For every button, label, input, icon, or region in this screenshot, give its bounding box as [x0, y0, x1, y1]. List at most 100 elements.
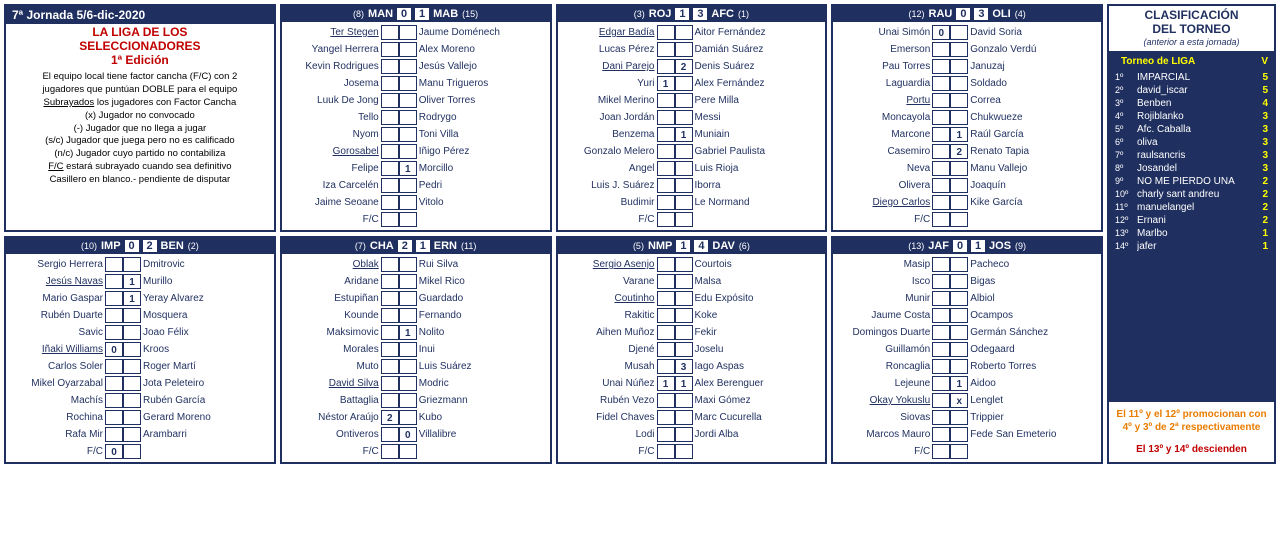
away-value-cell	[950, 42, 968, 57]
away-player: Alex Moreno	[417, 44, 514, 55]
standings-name: Ernani	[1137, 215, 1254, 226]
home-code: NMP	[648, 240, 672, 252]
standings-row: 10ºcharly sant andreu2	[1113, 188, 1270, 201]
home-player: Rakitic	[560, 310, 657, 321]
away-value-cell: 1	[675, 376, 693, 391]
lineup: Unai Simón0David SoriaEmersonGonzalo Ver…	[833, 22, 1101, 230]
away-value-cell	[675, 110, 693, 125]
away-player: Mosquera	[141, 310, 238, 321]
home-value-cell	[657, 410, 675, 425]
fc-away-cell	[399, 444, 417, 459]
home-player: Munir	[835, 293, 932, 304]
home-player: Kevin Rodrigues	[284, 61, 381, 72]
away-value-cell	[675, 393, 693, 408]
home-player: Moncayola	[835, 112, 932, 123]
home-player: Ontiveros	[284, 429, 381, 440]
away-value-cell	[675, 178, 693, 193]
away-player: Dmitrovic	[141, 259, 238, 270]
match-box: (13) JAF 0 1 JOS (9)MasipPachecoIscoBiga…	[831, 236, 1103, 464]
player-row: AngelLuis Rioja	[560, 160, 824, 177]
away-value-cell	[399, 308, 417, 323]
away-value-cell	[399, 93, 417, 108]
away-player: Rodrygo	[417, 112, 514, 123]
home-player: Luuk De Jong	[284, 95, 381, 106]
fc-row: F/C	[560, 211, 824, 228]
away-value-cell	[123, 325, 141, 340]
home-player: Budimir	[560, 197, 657, 208]
standings-pos: 9º	[1115, 176, 1137, 186]
home-player: Unai Núñez	[560, 378, 657, 389]
home-value-cell	[105, 376, 123, 391]
away-value-cell	[675, 308, 693, 323]
away-value-cell	[399, 274, 417, 289]
fc-row: F/C	[835, 443, 1099, 460]
home-player: Okay Yokuslu	[835, 395, 932, 406]
home-seed: (7)	[355, 241, 366, 251]
player-row: Marcone1Raúl García	[835, 126, 1099, 143]
player-row: Benzema1Muniain	[560, 126, 824, 143]
away-value-cell	[950, 359, 968, 374]
standings-pos: 8º	[1115, 163, 1137, 173]
away-value-cell	[950, 342, 968, 357]
away-value-cell	[675, 42, 693, 57]
home-player: Varane	[560, 276, 657, 287]
standings-pos: 5º	[1115, 124, 1137, 134]
player-row: Carlos SolerRoger Martí	[8, 358, 272, 375]
home-player: Olivera	[835, 180, 932, 191]
player-row: LaguardiaSoldado	[835, 75, 1099, 92]
away-value-cell	[675, 274, 693, 289]
player-row: NyomToni Villa	[284, 126, 548, 143]
fc-home-cell	[381, 212, 399, 227]
standings-row: 14ºjafer1	[1113, 240, 1270, 253]
home-player: Luis J. Suárez	[560, 180, 657, 191]
away-player: Jesús Vallejo	[417, 61, 514, 72]
away-value-cell	[950, 178, 968, 193]
away-player: Pere Milla	[693, 95, 790, 106]
player-row: BattagliaGriezmann	[284, 392, 548, 409]
away-value-cell	[675, 342, 693, 357]
away-value-cell	[123, 257, 141, 272]
player-row: Iñaki Williams0Kroos	[8, 341, 272, 358]
player-row: Yuri1Alex Fernández	[560, 75, 824, 92]
home-value-cell	[932, 144, 950, 159]
home-value-cell	[932, 393, 950, 408]
home-value-cell	[381, 257, 399, 272]
away-value-cell	[399, 291, 417, 306]
player-row: David SilvaModric	[284, 375, 548, 392]
home-player: Siovas	[835, 412, 932, 423]
away-value-cell	[399, 376, 417, 391]
away-value-cell	[950, 257, 968, 272]
liga-title: LA LIGA DE LOS SELECCIONADORES 1ª Edició…	[6, 24, 274, 69]
home-score: 1	[675, 8, 689, 20]
info-text: El equipo local tiene factor cancha (F/C…	[6, 69, 274, 188]
home-player: Marcone	[835, 129, 932, 140]
home-value-cell	[932, 342, 950, 357]
player-row: Ter StegenJaume Doménech	[284, 24, 548, 41]
home-player: Oblak	[284, 259, 381, 270]
away-code: AFC	[711, 8, 734, 20]
home-value-cell	[932, 325, 950, 340]
lineup: Edgar BadíaAitor FernándezLucas PérezDam…	[558, 22, 826, 230]
player-row: Mario Gaspar1Yeray Alvarez	[8, 290, 272, 307]
fc-label-home: F/C	[560, 214, 657, 225]
player-row: RoncagliaRoberto Torres	[835, 358, 1099, 375]
player-row: Rafa MirArambarri	[8, 426, 272, 443]
fc-label-home: F/C	[835, 214, 932, 225]
away-player: Renato Tapia	[968, 146, 1065, 157]
home-value-cell	[381, 308, 399, 323]
standings-wins: 2	[1254, 176, 1268, 187]
home-value-cell	[932, 76, 950, 91]
away-player: Kroos	[141, 344, 238, 355]
page-container: 7ª Jornada 5/6-dic-2020 LA LIGA DE LOS S…	[4, 4, 1276, 464]
home-code: IMP	[101, 240, 121, 252]
standings-wins: 3	[1254, 111, 1268, 122]
fc-label-home: F/C	[8, 446, 105, 457]
away-code: OLI	[992, 8, 1010, 20]
away-score: 1	[416, 240, 430, 252]
fc-row: F/C	[560, 443, 824, 460]
lineup: OblakRui SilvaAridaneMikel RicoEstupiñan…	[282, 254, 550, 462]
home-value-cell	[657, 342, 675, 357]
home-value-cell	[381, 359, 399, 374]
player-row: Pau TorresJanuzaj	[835, 58, 1099, 75]
away-player: Raúl García	[968, 129, 1065, 140]
